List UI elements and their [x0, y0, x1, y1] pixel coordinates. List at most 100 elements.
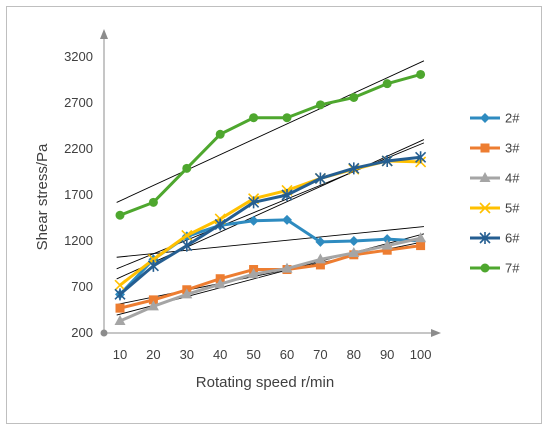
y-axis-title: Shear stress/Pa: [34, 143, 51, 250]
x-tick-label: 60: [280, 347, 294, 362]
data-point-6#: [348, 162, 360, 175]
legend-item-7#: 7#: [470, 261, 520, 276]
data-point-6#: [248, 196, 260, 209]
data-point-4#: [381, 239, 393, 250]
data-point-2#: [282, 214, 292, 225]
trendline-2#: [116, 226, 424, 258]
legend-label: 6#: [505, 231, 520, 246]
data-point-3#: [315, 260, 325, 270]
x-tick-label: 80: [347, 347, 361, 362]
data-point-7#: [148, 197, 158, 207]
y-tick-label: 2200: [64, 141, 93, 156]
legend-label: 2#: [505, 111, 520, 126]
series-2#: [115, 214, 426, 300]
data-point-7#: [349, 92, 359, 102]
x-tick-label: 50: [246, 347, 260, 362]
series-6#: [114, 151, 427, 301]
series-line-6#: [119, 155, 421, 296]
axes: [100, 29, 441, 337]
data-point-7#: [282, 113, 292, 123]
y-tick-label: 200: [71, 325, 93, 340]
y-tick-labels: 200 700 1200 1700 2200 2700 3200: [64, 49, 93, 340]
trendline-7#: [116, 60, 425, 203]
legend-label: 7#: [505, 261, 520, 276]
data-point-6#: [114, 288, 126, 301]
data-point-6#: [181, 239, 193, 252]
legend-swatch-marker: [480, 113, 490, 123]
data-point-4#: [415, 232, 427, 243]
data-point-6#: [214, 218, 226, 231]
data-point-3#: [382, 245, 392, 255]
data-point-6#: [381, 154, 393, 167]
x-axis-arrow: [431, 329, 441, 337]
data-point-4#: [314, 253, 326, 264]
chart-frame: 200 700 1200 1700 2200 2700 3200 10 20 30 40 50 60 7…: [6, 6, 542, 424]
legend-swatch-marker: [479, 202, 491, 214]
data-point-5#: [114, 279, 126, 291]
legend-swatch-marker: [479, 232, 491, 244]
data-point-7#: [115, 210, 125, 220]
data-point-7#: [249, 113, 259, 123]
data-point-3#: [416, 241, 426, 251]
legend-item-4#: 4#: [470, 171, 520, 186]
legend-item-2#: 2#: [470, 111, 520, 126]
x-tick-label: 70: [313, 347, 327, 362]
x-tick-label: 10: [113, 347, 127, 362]
y-axis-arrow: [100, 29, 108, 39]
legend-swatch-marker: [480, 263, 490, 273]
x-axis-title: Rotating speed r/min: [196, 374, 334, 391]
data-point-7#: [215, 129, 225, 139]
series-line-7#: [119, 73, 421, 217]
legend-swatch-marker: [480, 143, 490, 153]
data-point-3#: [115, 303, 125, 313]
legend-label: 5#: [505, 201, 520, 216]
x-tick-label: 90: [380, 347, 394, 362]
data-point-4#: [181, 288, 193, 299]
series-4#: [114, 232, 427, 326]
data-point-6#: [281, 189, 293, 201]
series-line-5#: [119, 159, 421, 287]
legend-item-5#: 5#: [470, 201, 520, 216]
series-line-3#: [119, 244, 421, 310]
legend: 2# 3# 4# 5# 6# 7#: [470, 111, 520, 276]
legend-item-6#: 6#: [470, 231, 520, 246]
data-point-4#: [214, 278, 226, 289]
data-point-2#: [382, 234, 393, 245]
series-layer: [114, 69, 427, 326]
series-line-4#: [119, 236, 421, 323]
trendlines: [116, 60, 425, 316]
y-tick-label: 1700: [64, 187, 93, 202]
data-point-4#: [114, 315, 126, 326]
data-point-2#: [248, 215, 259, 226]
x-tick-label: 100: [410, 347, 432, 362]
legend-label: 4#: [505, 171, 520, 186]
y-tick-label: 2700: [64, 95, 93, 110]
y-tick-label: 3200: [64, 49, 93, 64]
data-point-6#: [415, 151, 427, 164]
data-point-3#: [148, 295, 158, 305]
data-point-4#: [281, 262, 293, 273]
x-tick-labels: 10 20 30 40 50 60 70 80 90 100: [113, 347, 432, 362]
data-point-4#: [147, 300, 159, 311]
data-point-4#: [248, 268, 260, 279]
data-point-4#: [348, 246, 360, 257]
x-tick-label: 40: [213, 347, 227, 362]
axis-origin-dot: [100, 329, 108, 337]
series-7#: [115, 69, 426, 220]
data-point-7#: [382, 79, 392, 89]
trendline-6#: [116, 139, 425, 280]
data-point-6#: [314, 172, 326, 185]
data-point-5#: [181, 229, 193, 242]
data-point-7#: [416, 69, 426, 79]
x-tick-label: 20: [146, 347, 160, 362]
data-point-6#: [147, 259, 159, 272]
data-point-2#: [348, 236, 359, 246]
y-tick-label: 1200: [64, 233, 93, 248]
data-point-2#: [315, 236, 326, 247]
legend-label: 3#: [505, 141, 520, 156]
x-tick-label: 30: [180, 347, 194, 362]
data-point-7#: [182, 163, 192, 173]
line-chart: 200 700 1200 1700 2200 2700 3200 10 20 30 40 50 60 7…: [34, 29, 520, 391]
y-tick-label: 700: [71, 279, 93, 294]
legend-item-3#: 3#: [470, 141, 520, 156]
